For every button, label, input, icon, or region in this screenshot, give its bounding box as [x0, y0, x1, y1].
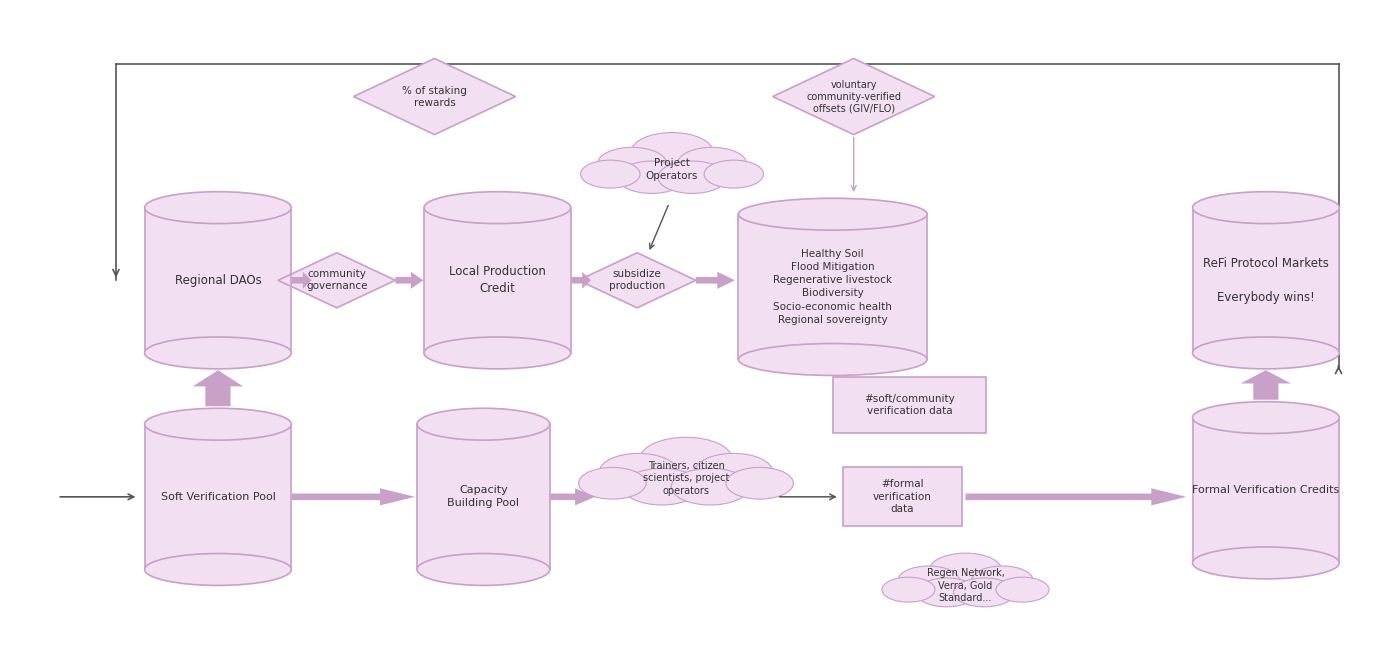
Circle shape [727, 467, 794, 499]
Ellipse shape [1193, 402, 1340, 434]
Ellipse shape [738, 198, 927, 230]
FancyArrow shape [1240, 370, 1291, 400]
FancyArrow shape [966, 488, 1186, 505]
Circle shape [599, 453, 678, 490]
Text: Soft Verification Pool: Soft Verification Pool [161, 492, 276, 502]
Text: Regional DAOs: Regional DAOs [175, 273, 262, 287]
FancyArrow shape [696, 272, 735, 289]
Bar [843, 467, 962, 527]
Bar [144, 208, 291, 353]
FancyArrow shape [193, 370, 244, 407]
Polygon shape [353, 59, 515, 134]
Circle shape [916, 578, 977, 607]
Text: #formal
verification
data: #formal verification data [874, 480, 932, 514]
Bar [1193, 418, 1340, 563]
FancyArrow shape [293, 488, 414, 505]
Ellipse shape [417, 408, 550, 440]
Text: Regen Network,
Verra, Gold
Standard...: Regen Network, Verra, Gold Standard... [927, 568, 1004, 603]
Circle shape [897, 566, 959, 595]
Ellipse shape [424, 337, 571, 369]
Bar [738, 214, 927, 360]
Ellipse shape [144, 408, 291, 440]
Ellipse shape [144, 337, 291, 369]
Polygon shape [773, 59, 935, 134]
Circle shape [704, 160, 763, 188]
Circle shape [953, 578, 1015, 607]
Bar [833, 377, 987, 433]
Polygon shape [578, 252, 696, 308]
Ellipse shape [417, 554, 550, 585]
Bar [424, 208, 571, 353]
Circle shape [658, 161, 727, 194]
Text: Local Production
Credit: Local Production Credit [449, 266, 546, 295]
Circle shape [640, 438, 732, 480]
Text: voluntary
community-verified
offsets (GIV/FLO): voluntary community-verified offsets (GI… [806, 80, 902, 113]
Text: % of staking
rewards: % of staking rewards [402, 86, 468, 107]
Ellipse shape [738, 343, 927, 376]
Text: #soft/community
verification data: #soft/community verification data [864, 394, 955, 416]
Circle shape [623, 469, 701, 505]
Text: Capacity
Building Pool: Capacity Building Pool [448, 485, 519, 509]
Circle shape [617, 161, 686, 194]
FancyArrow shape [550, 488, 595, 505]
Bar [417, 424, 550, 569]
FancyArrow shape [571, 272, 591, 289]
Circle shape [694, 453, 773, 490]
Text: Healthy Soil
Flood Mitigation
Regenerative livestock
Biodiversity
Socio-economic: Healthy Soil Flood Mitigation Regenerati… [773, 249, 892, 325]
Bar [1193, 208, 1340, 353]
Circle shape [930, 553, 1002, 587]
Circle shape [972, 566, 1033, 595]
Text: Trainers, citizen
scientists, project
operators: Trainers, citizen scientists, project op… [643, 461, 729, 496]
Circle shape [671, 469, 749, 505]
Circle shape [581, 160, 640, 188]
Circle shape [678, 148, 746, 180]
Text: ReFi Protocol Markets

Everybody wins!: ReFi Protocol Markets Everybody wins! [1203, 257, 1329, 304]
Text: Project
Operators: Project Operators [645, 158, 699, 181]
Ellipse shape [424, 192, 571, 223]
Bar [144, 424, 291, 569]
Text: Formal Verification Credits: Formal Verification Credits [1193, 485, 1340, 496]
Circle shape [882, 577, 935, 602]
Ellipse shape [1193, 192, 1340, 223]
Circle shape [598, 148, 666, 180]
Text: community
governance: community governance [307, 270, 367, 291]
Ellipse shape [1193, 337, 1340, 369]
FancyArrow shape [395, 272, 423, 289]
Circle shape [631, 132, 713, 171]
Circle shape [995, 577, 1049, 602]
Ellipse shape [144, 192, 291, 223]
Circle shape [578, 467, 647, 499]
FancyArrow shape [293, 272, 312, 289]
Ellipse shape [1193, 547, 1340, 579]
Ellipse shape [144, 554, 291, 585]
Polygon shape [279, 252, 395, 308]
Text: subsidize
production: subsidize production [609, 270, 665, 291]
